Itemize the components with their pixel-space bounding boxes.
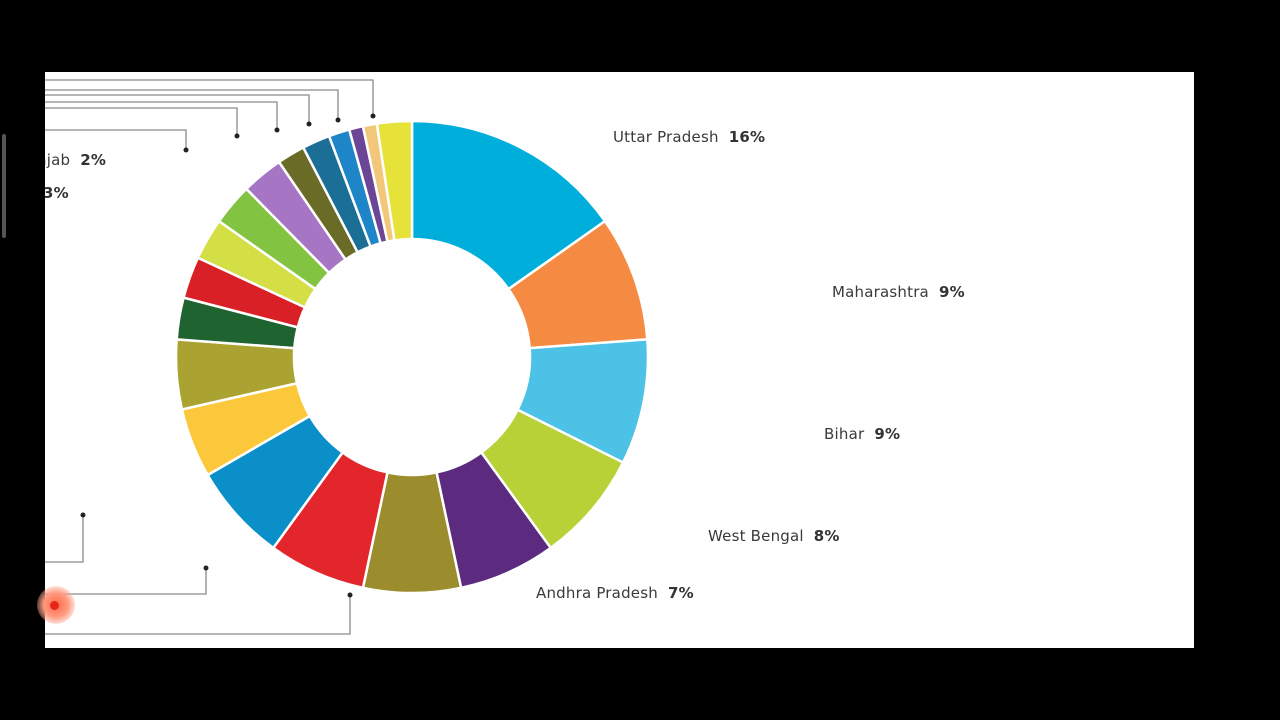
slice-label-percent: 3% [45, 184, 69, 202]
leader-line [45, 568, 207, 595]
leader-line [45, 94, 310, 124]
leader-dot [274, 127, 280, 133]
slice-label-name: West Bengal [708, 527, 804, 545]
leader-lines [45, 79, 374, 635]
leader-dot [335, 117, 341, 123]
leader-dot [370, 113, 376, 119]
touch-indicator-dot [50, 601, 59, 610]
slice-label-west-bengal: West Bengal 8% [708, 527, 840, 545]
slice-label-percent: 2% [80, 151, 107, 169]
donut-chart [45, 79, 650, 635]
slice-label-percent: 8% [813, 527, 840, 545]
leader-line [45, 89, 339, 120]
leader-dot [183, 147, 189, 153]
leader-dot [203, 565, 209, 571]
slice-label-partial: 3% [45, 184, 69, 202]
donut-slice-uttar-pradesh [410, 119, 607, 291]
scrollbar[interactable] [2, 134, 6, 238]
leader-line [45, 79, 374, 116]
leader-line [45, 101, 278, 130]
slice-label-percent: 9% [874, 425, 901, 443]
donut-slice [375, 119, 414, 242]
slice-label-uttar-pradesh: Uttar Pradesh 16% [613, 128, 765, 146]
leader-dot [306, 121, 312, 127]
leader-dot [80, 512, 86, 518]
leader-line [45, 515, 84, 563]
leader-line [45, 107, 238, 136]
slice-label-name: Maharashtra [832, 283, 929, 301]
slice-label-percent: 9% [938, 283, 965, 301]
leader-dot [347, 592, 353, 598]
slice-label-name: Andhra Pradesh [536, 584, 658, 602]
slice-label-maharashtra: Maharashtra 9% [832, 283, 965, 301]
slice-label-percent: 16% [728, 128, 766, 146]
leader-line [45, 595, 351, 635]
chart-frame: Uttar Pradesh 16% Maharashtra 9% Bihar 9% W… [45, 72, 1194, 648]
slice-label-name: Bihar [824, 425, 865, 443]
slice-label-punjab-partial: njab 2% [45, 151, 106, 169]
leader-dots [80, 113, 376, 598]
slice-label-name: njab [45, 151, 71, 169]
donut-slices [174, 119, 650, 595]
slice-label-bihar: Bihar 9% [824, 425, 900, 443]
leader-line [45, 129, 187, 150]
slice-label-percent: 7% [667, 584, 694, 602]
slice-label-name: Uttar Pradesh [613, 128, 719, 146]
slice-label-andhra-pradesh: Andhra Pradesh 7% [536, 584, 694, 602]
leader-dot [234, 133, 240, 139]
